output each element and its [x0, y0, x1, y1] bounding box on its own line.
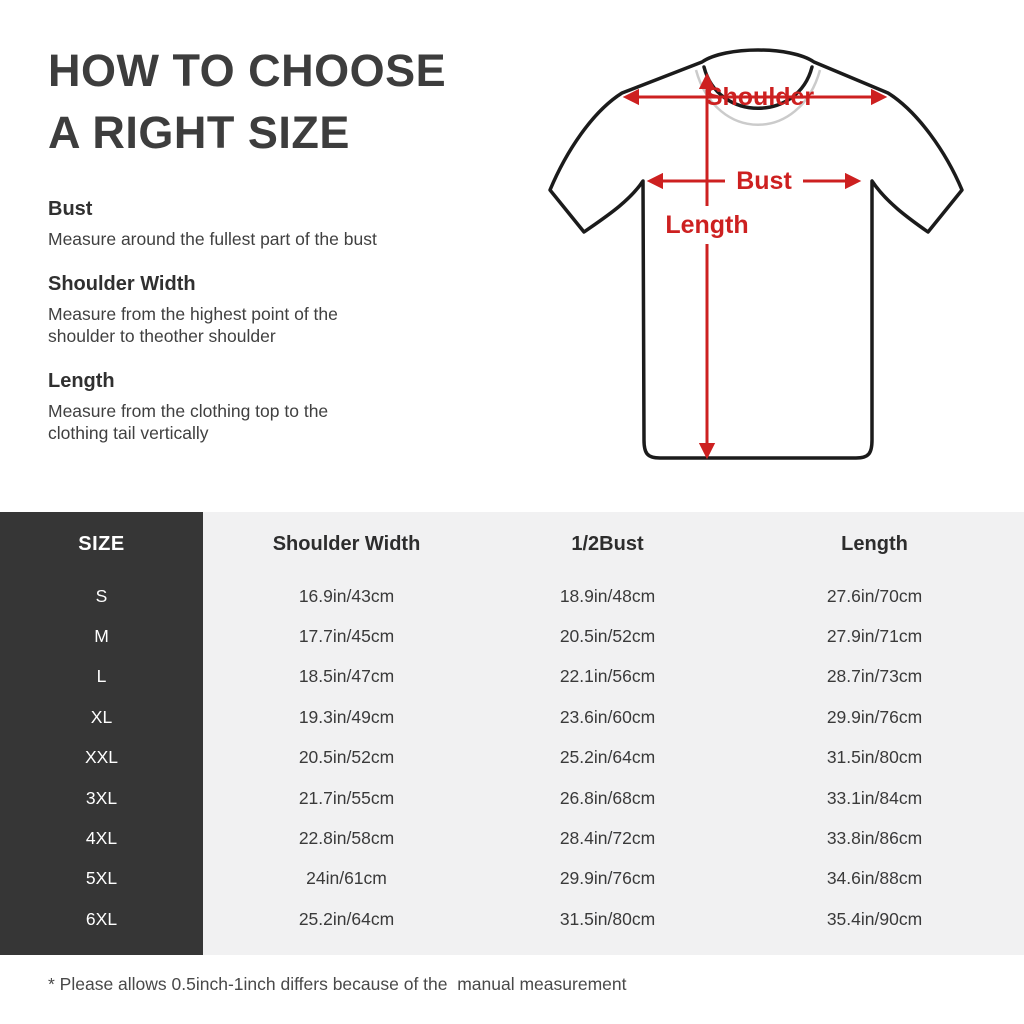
shoulder-width-cell: 18.5in/47cm [298, 666, 395, 687]
definition-term: Bust [48, 198, 93, 220]
definition-desc: Measure around the fullest part of the b… [48, 229, 377, 249]
half-bust-cell: 31.5in/80cm [559, 908, 656, 929]
shoulder-width-cell: 17.7in/45cm [298, 626, 395, 647]
size-column-background [0, 512, 203, 955]
length-cell: 27.9in/71cm [826, 626, 923, 647]
half-bust-cell: 20.5in/52cm [559, 626, 656, 647]
size-cell: XL [90, 706, 113, 727]
size-cell: L [96, 666, 107, 687]
shoulder-width-cell: 24in/61cm [306, 868, 387, 889]
table-row: L 18.5in/47cm 22.1in/56cm 28.7in/73cm [0, 657, 1024, 697]
length-cell: 29.9in/76cm [826, 706, 923, 727]
shoulder-width-cell: 25.2in/64cm [298, 908, 395, 929]
half-bust-cell: 29.9in/76cm [559, 868, 656, 889]
length-cell: 33.8in/86cm [826, 828, 923, 849]
shoulder-width-cell: 19.3in/49cm [298, 706, 395, 727]
length-label: Length [665, 211, 748, 239]
length-cell: 28.7in/73cm [826, 666, 923, 687]
size-cell: XXL [84, 747, 119, 768]
definition-length: Length Measure from the clothing top to … [48, 370, 488, 444]
definition-shoulder-width: Shoulder Width Measure from the highest … [48, 273, 488, 347]
half-bust-cell: 23.6in/60cm [559, 706, 656, 727]
column-header-length: Length [841, 532, 908, 555]
length-cell: 31.5in/80cm [826, 747, 923, 768]
size-cell: 6XL [85, 908, 118, 929]
definition-term: Length [48, 370, 115, 392]
size-cell: 4XL [85, 828, 118, 849]
table-row: S 16.9in/43cm 18.9in/48cm 27.6in/70cm [0, 576, 1024, 616]
tshirt-measurement-diagram: Shoulder Bust Length [520, 40, 1000, 480]
size-cell: S [95, 585, 108, 606]
shoulder-width-cell: 21.7in/55cm [298, 787, 395, 808]
length-cell: 33.1in/84cm [826, 787, 923, 808]
half-bust-cell: 26.8in/68cm [559, 787, 656, 808]
half-bust-cell: 28.4in/72cm [559, 828, 656, 849]
table-row: 6XL 25.2in/64cm 31.5in/80cm 35.4in/90cm [0, 899, 1024, 939]
definition-desc: Measure from the clothing top to the clo… [48, 401, 329, 443]
table-row: 4XL 22.8in/58cm 28.4in/72cm 33.8in/86cm [0, 818, 1024, 858]
table-row: 3XL 21.7in/55cm 26.8in/68cm 33.1in/84cm [0, 778, 1024, 818]
table-row: XL 19.3in/49cm 23.6in/60cm 29.9in/76cm [0, 697, 1024, 737]
size-table: SIZE Shoulder Width 1/2Bust Length S 16.… [0, 512, 1024, 955]
length-cell: 35.4in/90cm [826, 908, 923, 929]
definition-bust: Bust Measure around the fullest part of … [48, 198, 488, 250]
intro-section: HOW TO CHOOSE A RIGHT SIZE Bust Measure … [48, 40, 488, 467]
bust-label: Bust [736, 167, 792, 195]
tshirt-outline [548, 48, 964, 460]
length-cell: 34.6in/88cm [826, 868, 923, 889]
half-bust-cell: 18.9in/48cm [559, 585, 656, 606]
shoulder-width-cell: 16.9in/43cm [298, 585, 395, 606]
definition-term: Shoulder Width [48, 273, 196, 295]
tshirt-diagram-svg: Shoulder Bust Length [548, 48, 964, 460]
column-header-size: SIZE [78, 532, 125, 555]
length-cell: 27.6in/70cm [826, 585, 923, 606]
definition-desc: Measure from the highest point of the sh… [48, 304, 338, 346]
page-title: HOW TO CHOOSE A RIGHT SIZE [48, 45, 447, 158]
half-bust-cell: 22.1in/56cm [559, 666, 656, 687]
measurement-footnote: * Please allows 0.5inch-1inch differs be… [48, 974, 627, 994]
table-row: XXL 20.5in/52cm 25.2in/64cm 31.5in/80cm [0, 738, 1024, 778]
shoulder-width-cell: 22.8in/58cm [298, 828, 395, 849]
size-cell: 5XL [85, 868, 118, 889]
table-row: M 17.7in/45cm 20.5in/52cm 27.9in/71cm [0, 616, 1024, 656]
half-bust-cell: 25.2in/64cm [559, 747, 656, 768]
table-header-row: SIZE Shoulder Width 1/2Bust Length [0, 512, 1024, 576]
size-cell: M [94, 626, 109, 647]
shoulder-width-cell: 20.5in/52cm [298, 747, 395, 768]
measurement-definitions: Bust Measure around the fullest part of … [48, 198, 488, 444]
shoulder-label: Shoulder [706, 83, 815, 111]
column-header-shoulder-width: Shoulder Width [272, 532, 421, 555]
table-row: 5XL 24in/61cm 29.9in/76cm 34.6in/88cm [0, 859, 1024, 899]
column-header-half-bust: 1/2Bust [571, 532, 644, 555]
table-body: S 16.9in/43cm 18.9in/48cm 27.6in/70cm M … [0, 576, 1024, 940]
size-cell: 3XL [85, 787, 118, 808]
